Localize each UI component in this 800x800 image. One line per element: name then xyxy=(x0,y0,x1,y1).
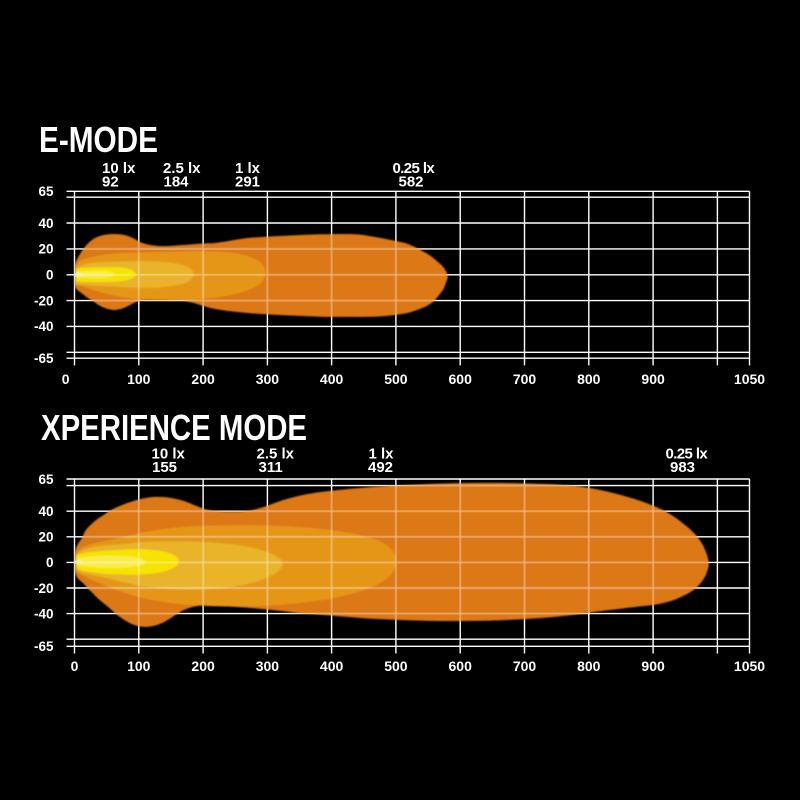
svg-text:-20: -20 xyxy=(34,581,54,596)
svg-text:0.25 lx: 0.25 lx xyxy=(666,446,709,463)
svg-text:200: 200 xyxy=(191,658,215,674)
svg-text:492: 492 xyxy=(368,459,393,476)
svg-text:0: 0 xyxy=(62,371,70,387)
svg-text:1050: 1050 xyxy=(734,658,765,674)
svg-text:E-MODE: E-MODE xyxy=(39,119,158,160)
svg-text:0: 0 xyxy=(46,268,54,283)
svg-text:500: 500 xyxy=(384,371,408,387)
svg-text:291: 291 xyxy=(235,174,260,191)
svg-text:92: 92 xyxy=(102,174,119,191)
svg-text:10 lx: 10 lx xyxy=(152,446,186,463)
svg-text:-65: -65 xyxy=(34,351,54,366)
svg-text:65: 65 xyxy=(38,184,54,199)
svg-text:400: 400 xyxy=(320,658,344,674)
svg-text:-20: -20 xyxy=(34,293,54,308)
svg-text:300: 300 xyxy=(256,658,280,674)
svg-text:1 lx: 1 lx xyxy=(369,446,395,463)
svg-text:40: 40 xyxy=(38,504,53,519)
svg-text:300: 300 xyxy=(256,371,280,387)
svg-text:700: 700 xyxy=(513,658,537,674)
svg-text:155: 155 xyxy=(152,459,177,476)
svg-text:20: 20 xyxy=(38,242,53,257)
svg-text:-40: -40 xyxy=(34,606,54,621)
svg-text:400: 400 xyxy=(320,371,344,387)
svg-text:582: 582 xyxy=(399,174,424,191)
svg-text:-65: -65 xyxy=(34,639,54,654)
svg-text:2.5 lx: 2.5 lx xyxy=(257,446,295,463)
svg-text:20: 20 xyxy=(38,530,53,545)
svg-text:184: 184 xyxy=(164,174,190,191)
svg-text:1 lx: 1 lx xyxy=(235,160,261,177)
svg-text:311: 311 xyxy=(259,459,283,476)
svg-text:800: 800 xyxy=(577,658,601,674)
svg-text:700: 700 xyxy=(513,371,537,387)
svg-text:2.5 lx: 2.5 lx xyxy=(163,160,201,177)
svg-text:900: 900 xyxy=(641,371,665,387)
svg-text:10 lx: 10 lx xyxy=(102,160,136,177)
svg-text:40: 40 xyxy=(38,216,53,231)
svg-text:100: 100 xyxy=(127,371,151,387)
svg-text:900: 900 xyxy=(641,658,665,674)
svg-text:0.25 lx: 0.25 lx xyxy=(393,160,436,177)
svg-text:100: 100 xyxy=(127,658,151,674)
svg-text:65: 65 xyxy=(38,472,54,487)
svg-text:200: 200 xyxy=(191,371,215,387)
svg-text:0: 0 xyxy=(71,658,79,674)
svg-text:800: 800 xyxy=(577,371,601,387)
svg-text:-40: -40 xyxy=(34,319,54,334)
svg-text:XPERIENCE MODE: XPERIENCE MODE xyxy=(41,407,307,448)
svg-text:983: 983 xyxy=(670,459,695,476)
svg-text:600: 600 xyxy=(449,658,473,674)
svg-text:500: 500 xyxy=(384,658,408,674)
svg-text:1050: 1050 xyxy=(734,371,765,387)
svg-text:600: 600 xyxy=(449,371,473,387)
svg-text:0: 0 xyxy=(46,555,54,570)
